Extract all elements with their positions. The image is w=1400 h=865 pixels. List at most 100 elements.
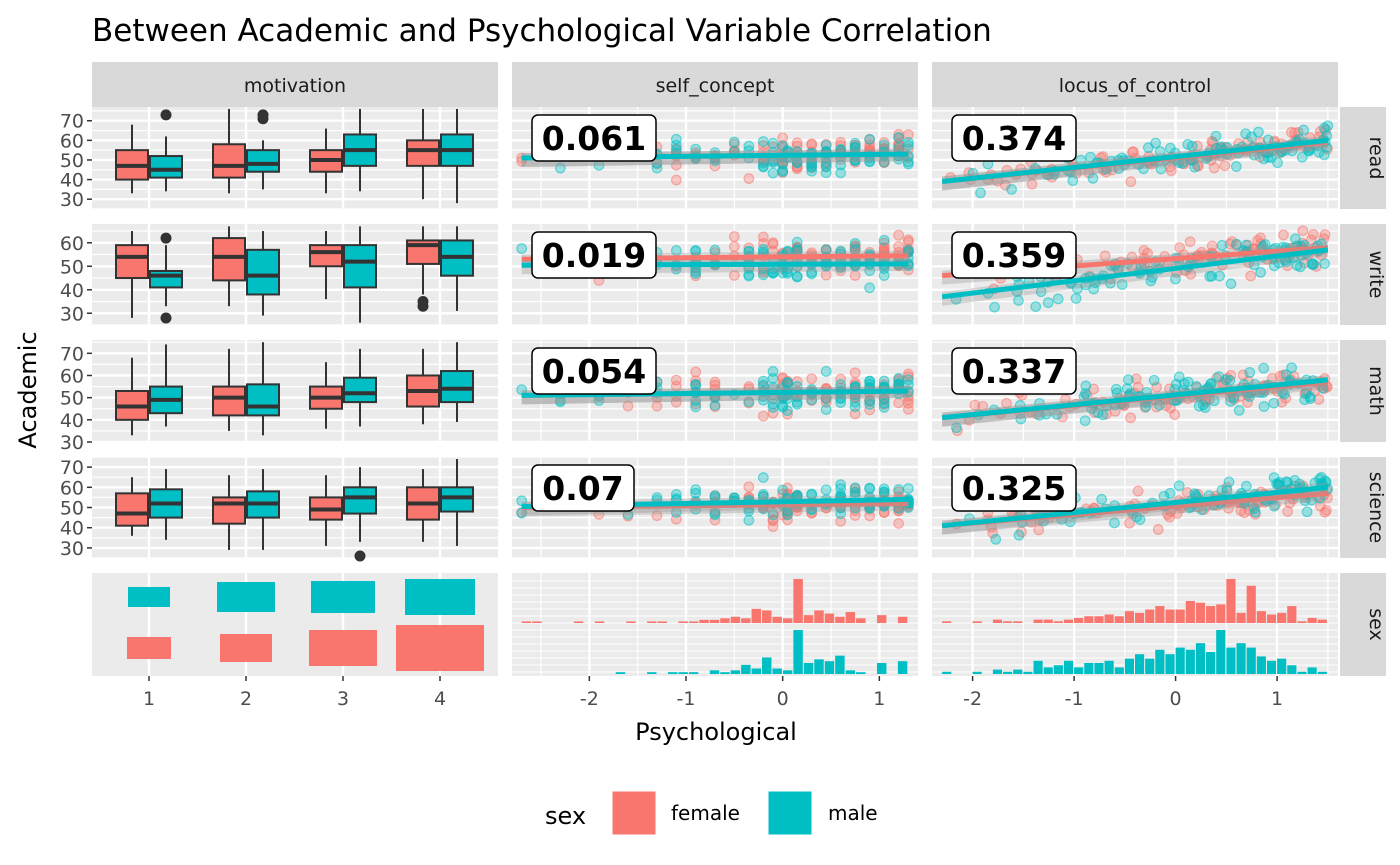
boxplot-write-male <box>440 226 474 311</box>
histogram-bar-female <box>1216 604 1226 623</box>
correlation-value: 0.054 <box>542 352 646 391</box>
boxplot-box <box>343 244 377 289</box>
boxplot-outlier <box>160 109 172 121</box>
scatter-point <box>1142 247 1153 259</box>
histogram-bar-male <box>730 670 741 674</box>
scatter-point <box>1300 388 1312 399</box>
scatter-point <box>878 483 890 495</box>
scatter-point <box>767 398 779 410</box>
histogram-bar-male <box>1256 656 1266 674</box>
histogram-bar-female <box>1094 616 1104 623</box>
scatter-point <box>516 243 528 254</box>
histogram-bar-male <box>615 672 626 674</box>
scatter-point <box>1134 514 1146 526</box>
histogram-bar-male <box>1317 671 1327 674</box>
scatter-point <box>1244 367 1256 378</box>
boxplot-science-male <box>149 469 183 540</box>
histogram-bar-female <box>876 615 887 623</box>
scatter-point <box>902 379 914 391</box>
scatter-point <box>864 395 876 407</box>
histogram-bar-male <box>688 672 699 674</box>
scatter-point <box>820 269 832 281</box>
scatter-point <box>554 162 566 174</box>
scatter-point <box>728 136 740 148</box>
scatter-point <box>1249 506 1261 518</box>
correlation-label-box <box>951 231 1077 279</box>
scatter-point <box>835 515 847 527</box>
facet-strip-read <box>1340 107 1386 209</box>
scatter-point <box>1130 373 1142 385</box>
y-tick-label: 60 <box>60 130 84 152</box>
boxplot-box <box>115 492 149 527</box>
scatter-point <box>1301 506 1313 518</box>
boxplot-read-male <box>246 109 280 190</box>
histogram-bar-female <box>793 579 803 623</box>
histogram-bar-female <box>856 618 866 623</box>
scatter-point <box>767 238 779 250</box>
y-tick-label: 40 <box>60 280 84 302</box>
histogram-bar-male <box>1135 654 1145 674</box>
scatter-point <box>1272 478 1284 490</box>
correlation-label: 0.019 <box>531 231 657 279</box>
histogram-bar-female <box>972 621 982 623</box>
scatter-point <box>820 404 832 415</box>
scatter-point <box>1308 258 1319 270</box>
scatter-point <box>767 373 779 384</box>
scatter-point <box>757 394 769 406</box>
histogram-bar-male <box>972 671 982 674</box>
scatter-point <box>1178 378 1190 390</box>
scatter-point <box>902 158 914 170</box>
y-tick-label: 60 <box>60 233 84 255</box>
histogram-bar-male <box>1084 663 1094 674</box>
y-tick-label: 70 <box>60 111 84 133</box>
scatter-point <box>757 157 769 169</box>
histogram-bar-female <box>1084 616 1094 623</box>
scatter-point <box>820 484 832 496</box>
mosaic-tile-female <box>220 634 272 662</box>
boxplot-math-male <box>149 344 183 427</box>
correlation-label: 0.061 <box>531 114 657 162</box>
scatter-point <box>1258 153 1270 165</box>
histogram-bar-female <box>1063 619 1074 623</box>
scatter-point <box>651 162 663 174</box>
boxplot-science-female <box>115 477 149 536</box>
scatter-point <box>990 533 1002 545</box>
histogram-bar-male <box>1287 665 1297 674</box>
histogram-bar-male <box>1297 671 1307 674</box>
histogram-bar-male <box>1114 667 1124 674</box>
scatter-point <box>1125 412 1137 424</box>
scatter-point <box>969 399 981 411</box>
scatter-point <box>743 242 755 254</box>
scatter-point <box>1220 374 1232 386</box>
facet-panels: motivation self_concept locus_of_controlre… <box>60 62 1387 710</box>
scatter-point <box>1231 238 1243 250</box>
boxplot-outlier <box>257 113 269 125</box>
scatter-point <box>1015 413 1027 425</box>
boxplot-read-female <box>212 108 246 194</box>
boxplot-math-female <box>309 362 343 429</box>
facet-strip-label: self_concept <box>656 75 775 97</box>
histogram-bar-male <box>1226 647 1236 674</box>
x-tick-label: 4 <box>434 688 446 710</box>
scatter-point <box>1289 475 1301 486</box>
scatter-point <box>1013 295 1024 306</box>
regression-line-male <box>941 137 1329 185</box>
mosaic-tile-male <box>217 582 275 612</box>
x-tick-label: 1 <box>873 688 885 710</box>
histogram-bar-female <box>1195 602 1206 623</box>
scatter-point <box>767 137 779 149</box>
facet-strip-sex <box>1340 573 1386 676</box>
scatter-point <box>767 167 779 179</box>
x-tick-label: -1 <box>1065 688 1084 710</box>
scatter-point <box>1319 506 1331 518</box>
scatter-point <box>902 368 914 380</box>
scatter-point <box>670 133 682 145</box>
scatter-point <box>1208 395 1220 407</box>
histogram-bar-female <box>1114 616 1124 623</box>
facet-strip-motivation <box>92 62 498 107</box>
boxplot-read-female <box>115 124 149 194</box>
histogram-bar-male <box>1023 671 1033 674</box>
boxplot-math-female <box>115 357 149 436</box>
correlation-label-box <box>951 464 1077 512</box>
scatter-point <box>835 159 847 171</box>
